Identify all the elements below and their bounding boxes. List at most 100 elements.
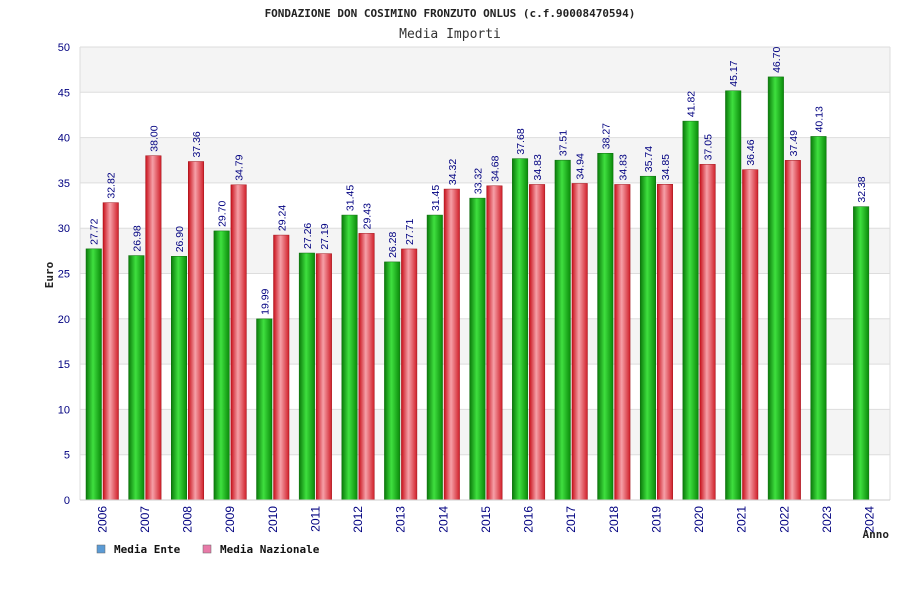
value-label: 38.00	[148, 125, 160, 151]
bar-media-nazionale-2007	[145, 155, 162, 501]
bar-media-ente-2022	[767, 76, 784, 501]
y-tick-label: 45	[58, 87, 70, 99]
x-tick-label: 2006	[95, 506, 109, 533]
bar-media-ente-2018	[597, 153, 614, 501]
x-tick-label: 2023	[820, 506, 834, 533]
value-label: 35.74	[643, 146, 655, 172]
y-tick-label: 10	[58, 404, 70, 416]
bar-media-ente-2014	[426, 214, 443, 501]
x-axis-ticks: 2006 2007 2008 2009 2010 2011 2012 2013 2014 2015…	[95, 506, 876, 533]
value-labels: 27.72 32.82 26.98 38.00 26.90 37.36 29.70 34.79…	[89, 46, 868, 314]
value-label: 45.17	[728, 60, 740, 86]
plot-band	[80, 47, 890, 93]
bar-media-ente-2007	[128, 255, 145, 501]
bar-media-nazionale-2017	[571, 183, 588, 501]
bar-media-ente-2011	[298, 252, 315, 501]
value-label: 37.05	[703, 134, 715, 160]
x-tick-label: 2018	[607, 506, 621, 533]
value-label: 34.83	[617, 154, 629, 180]
x-tick-label: 2012	[351, 506, 365, 533]
bar-media-ente-2012	[341, 214, 358, 501]
value-label: 37.36	[191, 131, 203, 157]
value-label: 37.68	[515, 128, 527, 154]
x-tick-label: 2021	[735, 506, 749, 533]
value-label: 31.45	[430, 185, 442, 211]
x-tick-label: 2022	[777, 506, 791, 533]
value-label: 34.32	[447, 159, 459, 185]
value-label: 27.72	[89, 218, 101, 244]
bar-media-nazionale-2009	[230, 184, 247, 501]
bar-media-nazionale-2006	[102, 202, 119, 501]
bar-media-nazionale-2018	[614, 184, 631, 501]
legend-swatch-media-ente	[96, 544, 106, 554]
bar-media-ente-2024	[853, 206, 870, 501]
value-label: 26.90	[174, 226, 186, 252]
x-tick-label: 2017	[564, 506, 578, 533]
bar-media-ente-2020	[682, 120, 699, 501]
y-tick-label: 0	[64, 495, 70, 507]
x-tick-label: 2007	[138, 506, 152, 533]
value-label: 34.68	[489, 155, 501, 181]
x-tick-label: 2013	[394, 506, 408, 533]
bar-media-ente-2017	[554, 159, 571, 501]
value-label: 31.45	[345, 185, 357, 211]
bar-media-ente-2016	[512, 158, 529, 501]
x-tick-label: 2020	[692, 506, 706, 533]
value-label: 41.82	[686, 91, 698, 117]
legend-label-media-nazionale: Media Nazionale	[220, 543, 320, 556]
chart-title: FONDAZIONE DON COSIMINO FRONZUTO ONLUS (…	[265, 7, 636, 20]
value-label: 34.83	[532, 154, 544, 180]
x-tick-label: 2008	[181, 506, 195, 533]
y-tick-label: 35	[58, 178, 70, 190]
bar-media-nazionale-2021	[742, 169, 759, 501]
bars	[85, 76, 870, 501]
x-tick-label: 2010	[266, 506, 280, 533]
y-tick-label: 25	[58, 269, 70, 281]
legend: Media Ente Media Nazionale	[96, 543, 320, 556]
value-label: 29.43	[362, 203, 374, 229]
value-label: 33.32	[472, 168, 484, 194]
bar-media-ente-2019	[639, 175, 656, 501]
bar-media-nazionale-2020	[699, 164, 716, 501]
y-axis-ticks: 0 5 10 15 20 25 30 35 40 45 50	[58, 42, 70, 507]
value-label: 32.38	[856, 176, 868, 202]
bar-media-nazionale-2016	[529, 184, 546, 501]
y-tick-label: 40	[58, 133, 70, 145]
y-tick-label: 30	[58, 223, 70, 235]
bar-media-nazionale-2010	[273, 234, 290, 501]
bar-media-nazionale-2019	[656, 184, 673, 501]
x-tick-label: 2019	[649, 506, 663, 533]
y-tick-label: 5	[64, 450, 70, 462]
legend-swatch-media-nazionale	[202, 544, 212, 554]
chart-subtitle: Media Importi	[399, 27, 501, 42]
x-axis-label: Anno	[863, 528, 890, 541]
bar-media-nazionale-2012	[358, 233, 375, 501]
bar-media-nazionale-2022	[784, 160, 801, 501]
value-label: 27.71	[404, 219, 416, 245]
plot-band	[80, 92, 890, 138]
bar-media-ente-2006	[85, 248, 102, 501]
bar-media-ente-2023	[810, 136, 827, 501]
bar-media-ente-2021	[725, 90, 742, 501]
bar-media-ente-2008	[171, 256, 188, 501]
value-label: 38.27	[600, 123, 612, 149]
bar-media-nazionale-2011	[315, 253, 332, 501]
value-label: 34.79	[234, 154, 246, 180]
y-tick-label: 50	[58, 42, 70, 54]
value-label: 26.98	[131, 225, 143, 251]
value-label: 40.13	[813, 106, 825, 132]
x-tick-label: 2009	[223, 506, 237, 533]
value-label: 29.24	[276, 205, 288, 231]
value-label: 34.85	[660, 154, 672, 180]
value-label: 27.26	[302, 223, 314, 249]
bar-media-ente-2015	[469, 197, 486, 501]
value-label: 37.49	[788, 130, 800, 156]
bar-media-nazionale-2008	[188, 161, 205, 501]
y-axis-label: Euro	[43, 261, 56, 288]
value-label: 37.51	[558, 130, 570, 156]
x-tick-label: 2015	[479, 506, 493, 533]
x-tick-label: 2014	[436, 506, 450, 533]
x-tick-label: 2011	[308, 506, 322, 532]
bar-media-nazionale-2013	[401, 248, 418, 501]
